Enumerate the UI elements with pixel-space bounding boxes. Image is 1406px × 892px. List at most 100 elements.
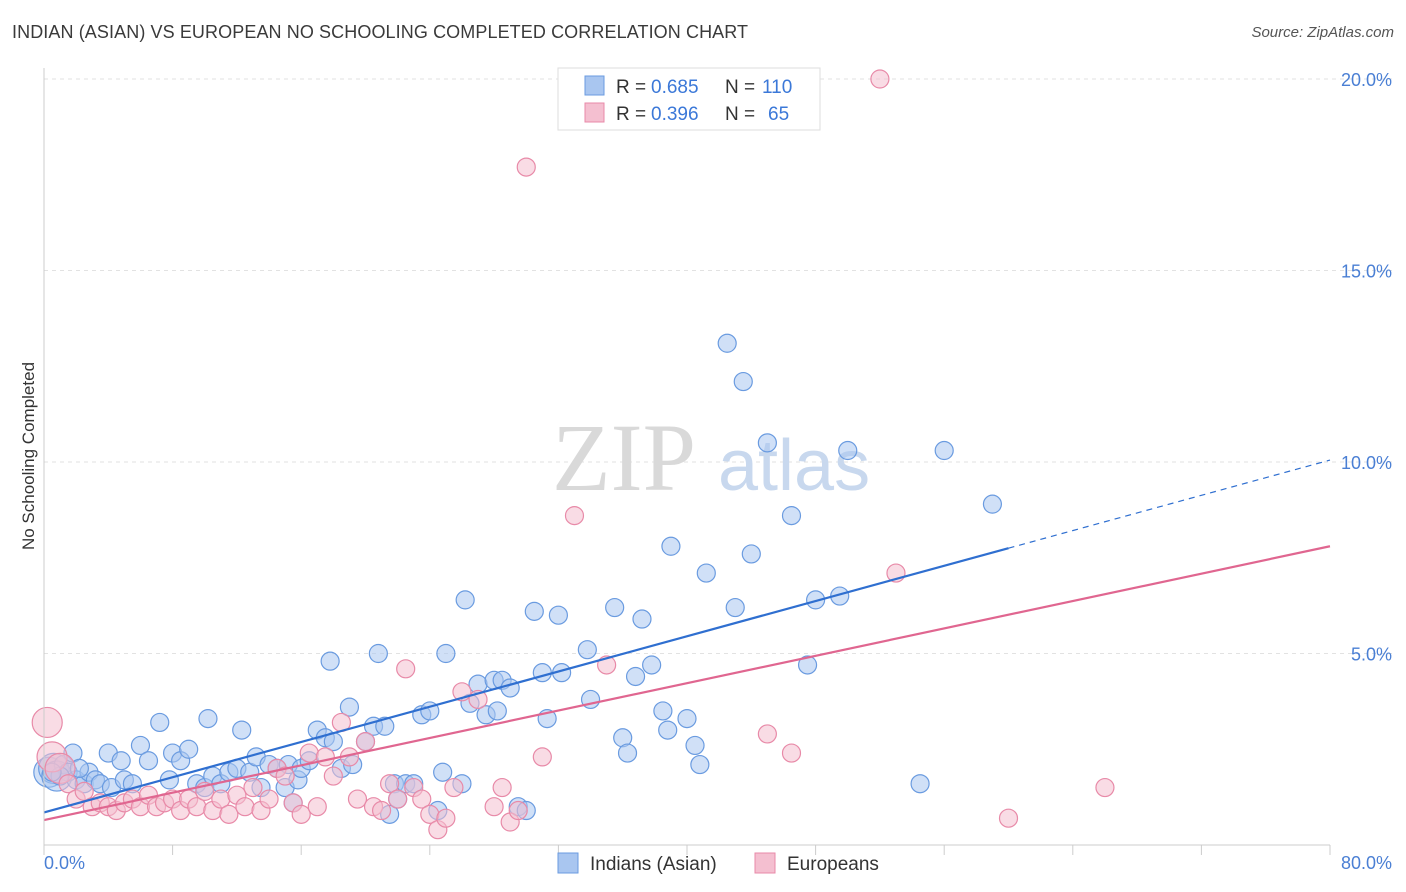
y-tick-label-3: 15.0% xyxy=(1341,262,1392,282)
europeans-point xyxy=(31,706,63,739)
grid-lines xyxy=(44,78,1392,654)
indians-point xyxy=(661,536,681,556)
europeans-point xyxy=(516,157,536,177)
legend-r-value-2: 0.396 xyxy=(651,104,699,125)
indians-point xyxy=(232,720,252,740)
europeans-point xyxy=(998,808,1019,828)
bottom-legend-label-indians: Indians (Asian) xyxy=(590,854,717,875)
indians-point xyxy=(179,739,199,759)
indians-point xyxy=(617,743,638,763)
indians-point xyxy=(548,605,569,625)
indians-point xyxy=(685,735,705,756)
legend-n-value-1: 110 xyxy=(762,77,792,98)
source-label: Source: ZipAtlas.com xyxy=(1251,24,1394,41)
europeans-point xyxy=(564,506,585,526)
europeans-point xyxy=(484,797,504,817)
indians-point xyxy=(130,735,151,756)
series-indians-points xyxy=(33,333,1003,824)
europeans-point xyxy=(291,804,311,824)
indians-point xyxy=(455,590,475,610)
indians-point xyxy=(487,701,507,721)
europeans-point xyxy=(58,774,78,794)
chart-title: INDIAN (ASIAN) VS EUROPEAN NO SCHOOLING … xyxy=(12,22,749,42)
europeans-point xyxy=(532,747,552,767)
europeans-point xyxy=(380,774,400,794)
indians-point xyxy=(532,663,552,683)
indians-point xyxy=(658,720,678,740)
indians-point xyxy=(198,709,218,729)
bottom-legend-label-europeans: Europeans xyxy=(787,854,879,875)
legend-n-label-2: N = xyxy=(725,104,755,125)
europeans-point xyxy=(781,743,802,763)
indians-point xyxy=(725,597,745,618)
indians-point xyxy=(741,544,761,564)
y-tick-labels: 5.0% 10.0% 15.0% 20.0% xyxy=(1341,70,1392,665)
europeans-point xyxy=(371,800,392,821)
indians-point xyxy=(150,712,170,733)
trend-line-europeans xyxy=(43,545,1331,822)
europeans-point xyxy=(870,69,890,89)
y-tick-label-2: 10.0% xyxy=(1341,453,1392,473)
europeans-point xyxy=(508,800,528,821)
watermark-zip: ZIP xyxy=(552,404,696,511)
europeans-point xyxy=(243,777,263,798)
europeans-point xyxy=(235,797,255,817)
indians-point xyxy=(642,655,662,675)
indians-point xyxy=(781,506,802,526)
watermark: ZIP atlas xyxy=(552,404,870,511)
bottom-legend-swatch-indians xyxy=(557,852,579,874)
y-axis-label: No Schooling Completed xyxy=(19,362,38,550)
series-legend: Indians (Asian) Europeans xyxy=(557,852,879,875)
indians-point xyxy=(805,590,826,610)
watermark-atlas: atlas xyxy=(718,426,870,506)
europeans-point xyxy=(347,789,368,809)
indians-point xyxy=(910,774,930,794)
indians-point xyxy=(320,651,340,671)
indians-point xyxy=(690,754,710,775)
x-tick-label-min: 0.0% xyxy=(44,853,85,873)
europeans-point xyxy=(396,659,416,679)
indians-point xyxy=(757,433,777,453)
y-tick-label-1: 5.0% xyxy=(1351,645,1392,665)
indians-point xyxy=(838,440,858,461)
indians-point xyxy=(111,751,131,771)
y-tick-label-4: 20.0% xyxy=(1341,70,1392,90)
trend-line-indians-extension xyxy=(1008,459,1331,549)
indians-point xyxy=(138,751,159,771)
legend-r-value-1: 0.685 xyxy=(651,77,699,98)
indians-point xyxy=(934,440,954,461)
indians-point xyxy=(500,678,520,698)
indians-point xyxy=(696,563,716,583)
indians-point xyxy=(625,666,646,687)
indians-point xyxy=(797,655,818,675)
europeans-point xyxy=(219,804,239,824)
europeans-point xyxy=(436,808,456,828)
europeans-point xyxy=(757,724,777,744)
indians-point xyxy=(375,716,395,736)
indians-point xyxy=(339,697,360,717)
trend-line-indians xyxy=(43,547,1009,814)
europeans-point xyxy=(412,789,432,809)
europeans-point xyxy=(323,766,343,786)
europeans-point xyxy=(444,777,464,798)
europeans-point xyxy=(492,777,512,798)
indians-point xyxy=(632,609,652,629)
europeans-point xyxy=(315,747,335,767)
indians-point xyxy=(605,597,625,618)
legend-n-value-2: 65 xyxy=(768,104,789,125)
indians-point xyxy=(436,643,456,664)
europeans-point xyxy=(307,797,327,817)
legend-r-label-1: R = xyxy=(616,77,646,98)
indians-point xyxy=(677,709,697,729)
europeans-point xyxy=(299,743,319,763)
x-tick-label-max: 80.0% xyxy=(1341,853,1392,873)
indians-point xyxy=(577,640,597,660)
legend-swatch-indians xyxy=(584,75,605,96)
indians-point xyxy=(368,643,388,664)
legend-r-label-2: R = xyxy=(616,104,646,125)
indians-point xyxy=(524,601,544,621)
indians-point xyxy=(717,333,737,353)
europeans-point xyxy=(1095,777,1115,798)
indians-point xyxy=(653,701,673,721)
